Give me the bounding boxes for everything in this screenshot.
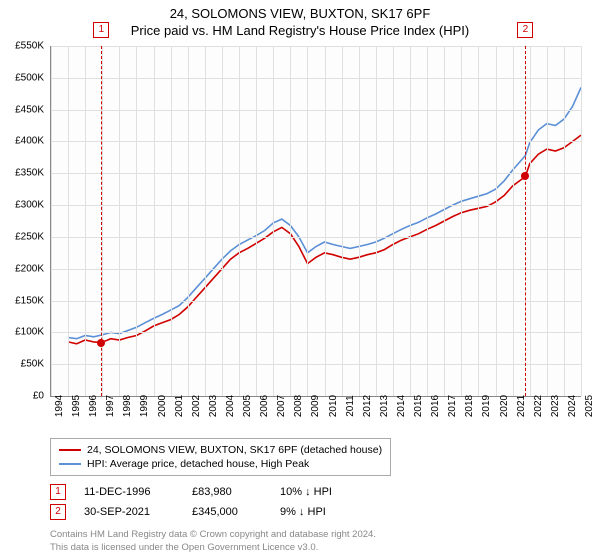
marker-dot <box>97 339 105 347</box>
x-tick-label: 1997 <box>105 395 116 417</box>
legend-label: HPI: Average price, detached house, High… <box>87 458 309 470</box>
legend-box: 24, SOLOMONS VIEW, BUXTON, SK17 6PF (det… <box>50 438 391 476</box>
chart-container: 24, SOLOMONS VIEW, BUXTON, SK17 6PF Pric… <box>0 0 600 560</box>
x-tick-label: 1995 <box>71 395 82 417</box>
y-tick-label: £50K <box>21 359 44 370</box>
y-tick-label: £300K <box>15 200 44 211</box>
y-tick-label: £400K <box>15 136 44 147</box>
y-tick-label: £0 <box>33 391 44 402</box>
y-tick-label: £200K <box>15 263 44 274</box>
x-tick-label: 2021 <box>516 395 527 417</box>
transaction-row: 1 11-DEC-1996 £83,980 10% ↓ HPI <box>50 482 370 502</box>
marker-badge: 2 <box>517 22 533 38</box>
transaction-pct-vs-hpi: 10% ↓ HPI <box>280 486 370 498</box>
y-tick-label: £250K <box>15 231 44 242</box>
title-line1: 24, SOLOMONS VIEW, BUXTON, SK17 6PF <box>0 6 600 21</box>
x-tick-label: 2014 <box>396 395 407 417</box>
x-tick-label: 2018 <box>464 395 475 417</box>
transaction-row: 2 30-SEP-2021 £345,000 9% ↓ HPI <box>50 502 370 522</box>
transaction-badge: 1 <box>50 484 66 500</box>
x-tick-label: 2001 <box>174 395 185 417</box>
x-tick-label: 2003 <box>208 395 219 417</box>
y-tick-label: £550K <box>15 41 44 52</box>
x-tick-label: 2025 <box>584 395 595 417</box>
title-line2: Price paid vs. HM Land Registry's House … <box>0 23 600 38</box>
y-tick-label: £100K <box>15 327 44 338</box>
x-tick-label: 1998 <box>122 395 133 417</box>
x-tick-label: 2016 <box>430 395 441 417</box>
x-tick-label: 2002 <box>191 395 202 417</box>
x-tick-label: 2011 <box>345 395 356 417</box>
transaction-date: 11-DEC-1996 <box>84 486 174 498</box>
y-tick-label: £350K <box>15 168 44 179</box>
chart-plot-area: 12 <box>50 46 581 397</box>
y-tick-label: £150K <box>15 295 44 306</box>
transaction-date: 30-SEP-2021 <box>84 506 174 518</box>
transaction-price: £83,980 <box>192 486 262 498</box>
marker-badge: 1 <box>93 22 109 38</box>
x-axis-labels: 1994199519961997199819992000200120022003… <box>50 400 580 440</box>
x-tick-label: 1996 <box>88 395 99 417</box>
marker-line <box>525 46 526 396</box>
legend-swatch <box>59 463 81 465</box>
marker-dot <box>521 172 529 180</box>
y-tick-label: £500K <box>15 72 44 83</box>
x-tick-label: 1999 <box>139 395 150 417</box>
x-tick-label: 2023 <box>550 395 561 417</box>
legend-label: 24, SOLOMONS VIEW, BUXTON, SK17 6PF (det… <box>87 444 382 456</box>
x-tick-label: 1994 <box>54 395 65 417</box>
legend-item-hpi: HPI: Average price, detached house, High… <box>59 457 382 471</box>
x-tick-label: 2022 <box>533 395 544 417</box>
x-tick-label: 2006 <box>259 395 270 417</box>
x-tick-label: 2020 <box>499 395 510 417</box>
transactions-table: 1 11-DEC-1996 £83,980 10% ↓ HPI 2 30-SEP-2021… <box>50 482 370 522</box>
x-tick-label: 2012 <box>362 395 373 417</box>
x-tick-label: 2019 <box>481 395 492 417</box>
y-axis-labels: £0£50K£100K£150K£200K£250K£300K£350K£400… <box>0 46 48 396</box>
footer-line1: Contains HM Land Registry data © Crown c… <box>50 529 376 541</box>
x-tick-label: 2005 <box>242 395 253 417</box>
x-tick-label: 2008 <box>293 395 304 417</box>
chart-lines-svg <box>51 46 581 396</box>
transaction-price: £345,000 <box>192 506 262 518</box>
x-tick-label: 2004 <box>225 395 236 417</box>
x-tick-label: 2015 <box>413 395 424 417</box>
transaction-pct-vs-hpi: 9% ↓ HPI <box>280 506 370 518</box>
legend-item-price-paid: 24, SOLOMONS VIEW, BUXTON, SK17 6PF (det… <box>59 443 382 457</box>
x-tick-label: 2007 <box>276 395 287 417</box>
legend-swatch <box>59 449 81 451</box>
x-tick-label: 2000 <box>157 395 168 417</box>
x-tick-label: 2009 <box>310 395 321 417</box>
title-block: 24, SOLOMONS VIEW, BUXTON, SK17 6PF Pric… <box>0 0 600 38</box>
transaction-badge: 2 <box>50 504 66 520</box>
x-tick-label: 2024 <box>567 395 578 417</box>
x-tick-label: 2017 <box>447 395 458 417</box>
x-tick-label: 2013 <box>379 395 390 417</box>
footer-attribution: Contains HM Land Registry data © Crown c… <box>50 529 376 554</box>
y-tick-label: £450K <box>15 104 44 115</box>
x-tick-label: 2010 <box>328 395 339 417</box>
footer-line2: This data is licensed under the Open Gov… <box>50 542 376 554</box>
